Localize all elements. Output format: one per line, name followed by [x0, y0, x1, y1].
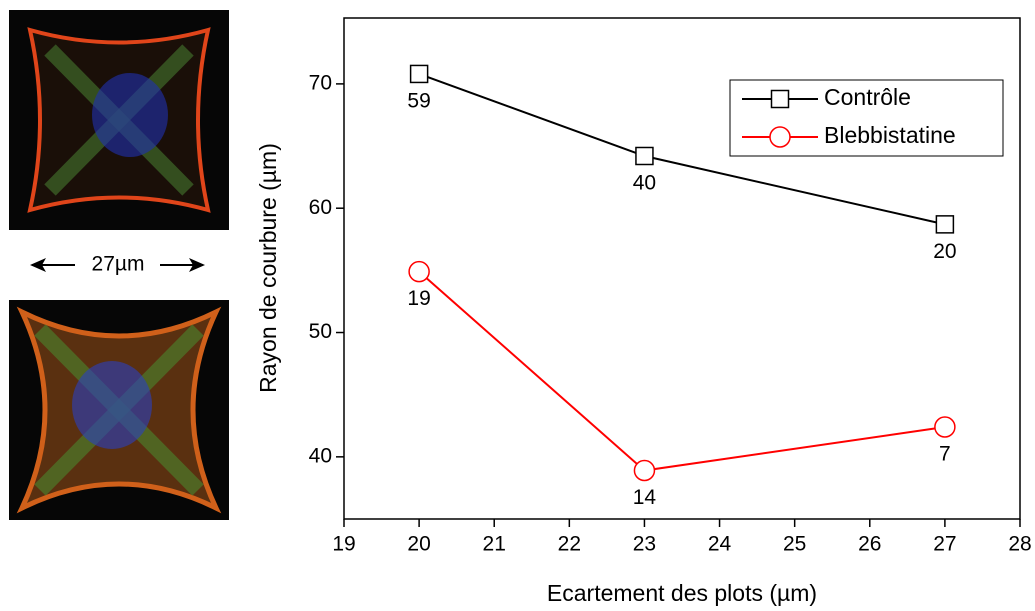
point — [935, 215, 955, 234]
legend-marker — [770, 89, 790, 109]
point — [409, 64, 429, 84]
x-tick-label: 24 — [708, 533, 732, 556]
x-axis-label: Ecartement des plots (µm) — [547, 580, 817, 606]
y-tick-label: 70 — [309, 71, 332, 94]
value-label: 7 — [939, 443, 951, 466]
value-label: 19 — [407, 287, 430, 310]
legend-label: Contrôle — [824, 84, 911, 110]
point — [633, 459, 656, 482]
point — [934, 416, 956, 438]
value-label: 20 — [933, 240, 956, 263]
x-tick-label: 23 — [633, 533, 656, 556]
scale-label: 27µm — [92, 253, 145, 276]
point — [408, 260, 430, 283]
plot-frame — [343, 17, 1021, 520]
y-tick-label: 60 — [309, 196, 332, 219]
x-tick-label: 22 — [558, 533, 581, 556]
value-label: 59 — [407, 89, 430, 112]
value-label: 40 — [633, 172, 656, 195]
series-line — [418, 270, 946, 472]
x-tick-label: 20 — [407, 533, 430, 556]
y-axis-label: Rayon de courbure (µm) — [255, 143, 281, 393]
y-tick-label: 50 — [309, 320, 332, 343]
scale-bar: 27µm — [30, 253, 205, 276]
legend-marker — [769, 126, 791, 148]
x-tick-label: 27 — [933, 533, 956, 556]
x-tick-label: 28 — [1008, 533, 1031, 556]
y-tick-label: 40 — [309, 444, 332, 467]
x-tick-label: 25 — [783, 533, 806, 556]
legend-label: Blebbistatine — [824, 122, 956, 148]
micrograph-top — [9, 10, 229, 230]
value-label: 14 — [633, 486, 657, 509]
x-tick-label: 21 — [483, 533, 506, 556]
x-tick-label: 26 — [858, 533, 881, 556]
x-tick-label: 19 — [332, 533, 355, 556]
micrograph-bottom — [9, 300, 229, 520]
point — [635, 146, 654, 166]
